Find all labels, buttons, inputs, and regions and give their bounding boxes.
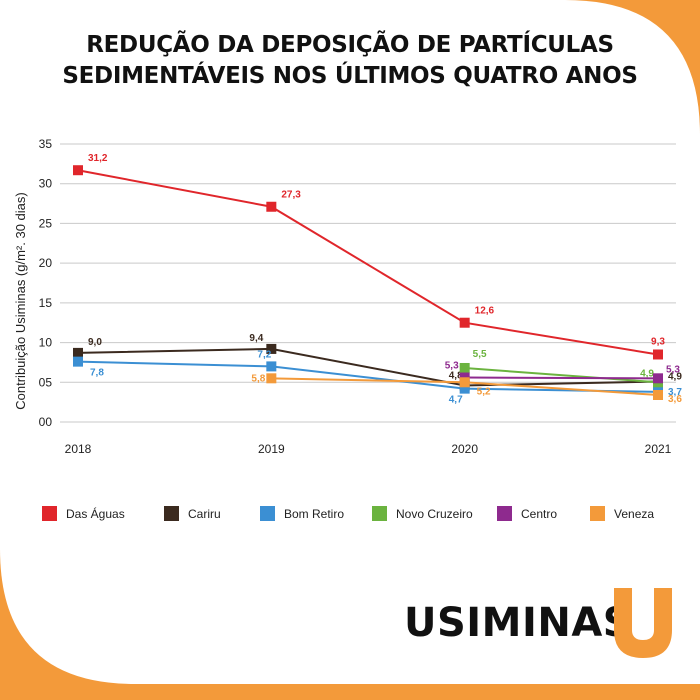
data-label: 5,5 [473,349,487,360]
data-point [459,317,470,328]
data-point [459,362,470,373]
legend-label: Novo Cruzeiro [396,507,473,521]
y-tick-label: 35 [39,137,53,151]
legend-swatch [497,506,512,521]
legend-item: Centro [497,506,557,521]
data-label: 9,4 [249,333,263,344]
legend-swatch [164,506,179,521]
data-label: 31,2 [88,153,108,164]
data-point [653,349,663,360]
data-label: 5,2 [477,386,491,397]
series-line [77,347,659,387]
x-tick-label: 2019 [258,442,285,456]
y-tick-label: 25 [39,216,53,230]
data-point [73,347,83,358]
series-veneza: 5,8 5,2 3,6 [251,373,682,405]
data-label: 3,7 [668,387,682,398]
legend-label: Bom Retiro [284,507,344,521]
data-label: 5,8 [251,373,265,384]
data-label: 7,8 [90,368,104,379]
data-label: 4,7 [449,395,463,406]
legend-swatch [372,506,387,521]
y-tick-label: 10 [39,336,53,350]
y-axis-label: Contribuição Usiminas (g/m². 30 dias) [13,192,28,409]
data-label: 12,6 [475,306,495,317]
legend-item: Bom Retiro [260,506,344,521]
series-das-águas: 31,2 27,3 12,6 9,3 [73,153,665,360]
data-point [653,373,663,384]
legend-label: Veneza [614,507,654,521]
data-point [73,165,83,176]
data-label: 9,3 [651,336,665,347]
data-point [653,389,663,400]
title-line-2: SEDIMENTÁVEIS NOS ÚLTIMOS QUATRO ANOS [62,63,638,89]
y-tick-label: 30 [39,177,53,191]
legend-item: Das Águas [42,506,125,521]
data-point [459,383,470,394]
series-line [77,360,659,393]
legend-item: Novo Cruzeiro [372,506,473,521]
legend-swatch [590,506,605,521]
x-tick-label: 2018 [65,442,92,456]
data-label: 4,9 [668,371,682,382]
title-line-1: REDUÇÃO DA DEPOSIÇÃO DE PARTÍCULAS [86,32,614,58]
line-chart: 00 05 10 15 20 25 30 35 2018 2019 2020 2021 Contri… [13,137,682,521]
y-tick-label: 20 [39,256,53,270]
brand-u-logo-icon [614,588,672,658]
series-line [464,376,659,380]
grid [60,143,676,423]
legend-label: Das Águas [66,506,125,521]
legend: Das Águas Cariru Bom Retiro Novo Cruzeiro Ce… [42,506,654,521]
legend-item: Cariru [164,506,221,521]
brand-wordmark: USIMINAS [404,600,633,646]
series-line [77,169,659,356]
data-label: 4,8 [449,370,463,381]
series-group: 31,227,312,69,39,0 9,44,8 4,97,87,24,73,75… [73,153,682,406]
data-point [266,201,277,212]
x-tick-label: 2020 [451,442,478,456]
legend-label: Cariru [188,507,221,521]
legend-swatch [260,506,275,521]
data-point [266,343,277,354]
x-tick-label: 2021 [645,442,672,456]
y-tick-label: 15 [39,296,53,310]
data-point [266,373,277,384]
data-point [73,356,83,367]
data-point [459,377,470,388]
data-label: 7,2 [257,349,271,360]
y-tick-label: 00 [39,415,53,429]
data-label: 5,3 [445,361,459,372]
x-axis: 2018 2019 2020 2021 [65,442,672,456]
legend-item: Veneza [590,506,654,521]
series-line [464,366,659,384]
legend-label: Centro [521,507,557,521]
data-label: 5,3 [666,364,680,375]
y-axis: 00 05 10 15 20 25 30 35 [39,137,53,429]
data-label: 3,6 [668,394,682,405]
data-label: 9,0 [88,337,102,348]
data-label: 4,9 [640,368,654,379]
page-title: REDUÇÃO DA DEPOSIÇÃO DE PARTÍCULAS SEDIM… [0,30,700,92]
y-tick-label: 05 [39,375,53,389]
legend-swatch [42,506,57,521]
data-label: 27,3 [281,190,301,201]
data-point [266,361,277,372]
